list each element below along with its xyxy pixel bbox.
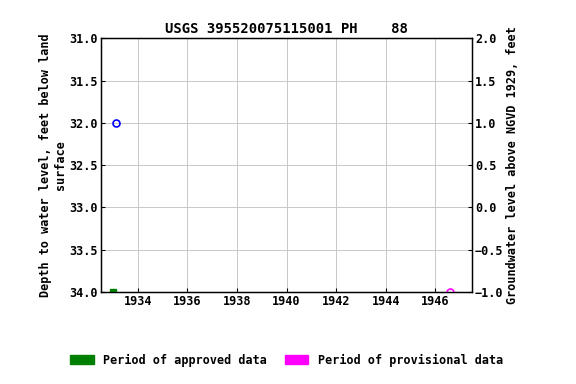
Y-axis label: Depth to water level, feet below land
surface: Depth to water level, feet below land su…: [39, 33, 67, 297]
Y-axis label: Groundwater level above NGVD 1929, feet: Groundwater level above NGVD 1929, feet: [506, 26, 520, 304]
Title: USGS 395520075115001 PH    88: USGS 395520075115001 PH 88: [165, 22, 408, 36]
Legend: Period of approved data, Period of provisional data: Period of approved data, Period of provi…: [70, 354, 503, 367]
